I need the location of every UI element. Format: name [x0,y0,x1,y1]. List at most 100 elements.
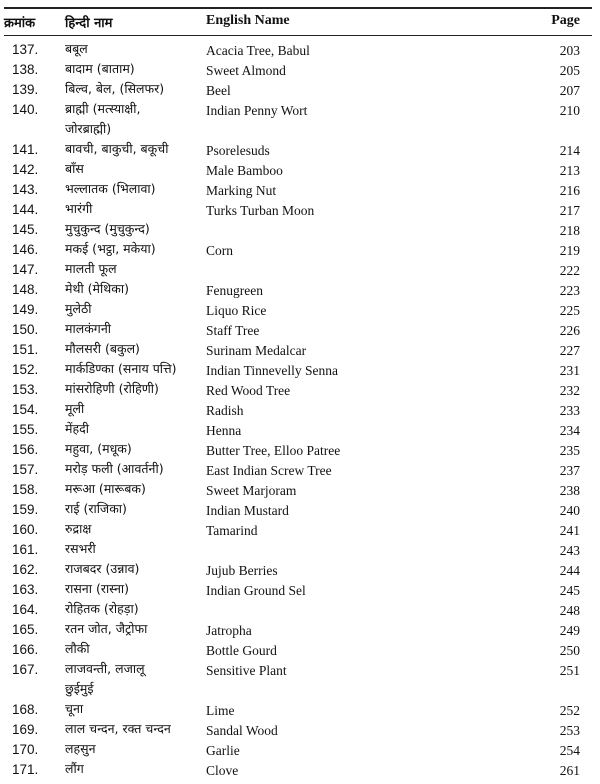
table-row: 161. रसभरी 243 [0,539,600,559]
table-row: 166. लौकी Bottle Gourd 250 [0,639,600,659]
page-number: 238 [559,483,580,498]
page-number: 244 [559,563,580,578]
hindi-name-line: ब्राह्मी (मत्स्याक्षी, [65,101,141,116]
hindi-name: मौलसरी (बकुल) [65,339,140,359]
hindi-name-line: बिल्व, बेल, (सिलफर) [65,81,165,96]
serial-number: 140. [12,102,39,117]
hindi-name-line: रासना (रास्ना) [65,581,130,596]
hindi-name: चूना [65,699,83,719]
english-name: Surinam Medalcar [206,343,307,358]
header-english-name: English Name [206,13,290,28]
hindi-name-line: लहसुन [65,741,96,756]
page-number: 237 [559,463,580,478]
contents-table: 137. बबूल Acacia Tree, Babul 203 138. बादाम (… [0,39,600,779]
english-name: Marking Nut [206,183,277,198]
hindi-name: रतन जोत, जैट्रोफा [65,619,147,639]
page-number: 243 [559,543,580,558]
table-row: 157. मरोड़ फली (आवर्तनी) East Indian Screw… [0,459,600,479]
table-row: 146. मकई (भट्ठा, मकेया) Corn 219 [0,239,600,259]
hindi-name: मालती फूल [65,259,117,279]
serial-number: 158. [12,482,39,497]
english-name: Turks Turban Moon [206,203,315,218]
serial-number: 137. [12,42,39,57]
page-number: 250 [559,643,580,658]
hindi-name-line: राई (राजिका) [65,501,127,516]
hindi-name-line: भल्लातक (भिलावा) [65,181,156,196]
english-name: Psorelesuds [206,143,270,158]
hindi-name: ब्राह्मी (मत्स्याक्षी, जोरब्राह्मी) [65,99,140,139]
english-name: Corn [206,243,233,258]
page-number: 223 [559,283,580,298]
hindi-name: मांसरोहिणी (रोहिणी) [65,379,159,399]
english-name: Sweet Marjoram [206,483,297,498]
page-number: 232 [559,383,580,398]
hindi-name-line: मार्कडिण्का (सनाय पत्ति) [65,361,177,376]
page-number: 227 [559,343,580,358]
table-row: 148. मेथी (मेथिका) Fenugreen 223 [0,279,600,299]
top-rule [4,7,592,9]
table-row: 155. मेंहदी Henna 234 [0,419,600,439]
page-number: 251 [559,663,580,678]
table-row: 142. बाँस Male Bamboo 213 [0,159,600,179]
page-number: 213 [559,163,580,178]
serial-number: 170. [12,742,39,757]
serial-number: 143. [12,182,39,197]
hindi-name: मुचुकुन्द (मुचुकुन्द) [65,219,150,239]
header-page: Page [551,13,580,28]
table-row: 153. मांसरोहिणी (रोहिणी) Red Wood Tree 232 [0,379,600,399]
hindi-name: रसभरी [65,539,96,559]
serial-number: 145. [12,222,39,237]
page-number: 235 [559,443,580,458]
hindi-name: लाजवन्ती, लजालू छुईमुई [65,659,145,699]
serial-number: 148. [12,282,39,297]
serial-number: 147. [12,262,39,277]
english-name: Indian Ground Sel [206,583,306,598]
hindi-name: लहसुन [65,739,96,759]
serial-number: 160. [12,522,39,537]
table-row: 152. मार्कडिण्का (सनाय पत्ति) Indian Tinne… [0,359,600,379]
page-number: 240 [559,503,580,518]
english-name: Jatropha [206,623,252,638]
hindi-name: बाँस [65,159,84,179]
hindi-name-line: बबूल [65,41,88,56]
serial-number: 149. [12,302,39,317]
table-row: 164. रोहितक (रोहड़ा) 248 [0,599,600,619]
hindi-name: राई (राजिका) [65,499,127,519]
page-number: 248 [559,603,580,618]
serial-number: 166. [12,642,39,657]
table-row: 171. लौंग Clove 261 [0,759,600,779]
english-name: Bottle Gourd [206,643,277,658]
hindi-name: रोहितक (रोहड़ा) [65,599,139,619]
serial-number: 139. [12,82,39,97]
english-name: Sandal Wood [206,723,278,738]
page-number: 241 [559,523,580,538]
hindi-name-line: चूना [65,701,84,716]
serial-number: 163. [12,582,39,597]
english-name: Garlie [206,743,240,758]
table-row: 158. मरूआ (मारूबक) Sweet Marjoram 238 [0,479,600,499]
page-number: 225 [559,303,580,318]
table-row: 156. महुवा, (मधूक) Butter Tree, Elloo Patr… [0,439,600,459]
english-name: Indian Mustard [206,503,289,518]
english-name: Lime [206,703,235,718]
table-row: 162. राजबदर (उन्नाव) Jujub Berries 244 [0,559,600,579]
table-header: क्रमांक हिन्दी नाम English Name Page [0,10,600,34]
hindi-name-continuation: छुईमुई [65,681,94,696]
table-row: 165. रतन जोत, जैट्रोफा Jatropha 249 [0,619,600,639]
hindi-name-continuation: जोरब्राह्मी) [65,121,112,136]
hindi-name-line: बावची, बाकुची, बकूची [65,141,169,156]
page-number: 214 [559,143,580,158]
table-row: 150. मालकंगनी Staff Tree 226 [0,319,600,339]
hindi-name-line: मांसरोहिणी (रोहिणी) [65,381,159,396]
serial-number: 168. [12,702,39,717]
serial-number: 141. [12,142,39,157]
english-name: Beel [206,83,231,98]
hindi-name-line: लाल चन्दन, रक्त चन्दन [65,721,171,736]
english-name: East Indian Screw Tree [206,463,332,478]
hindi-name: मेथी (मेथिका) [65,279,129,299]
serial-number: 153. [12,382,39,397]
hindi-name-line: रोहितक (रोहड़ा) [65,601,139,616]
hindi-name: रुद्राक्ष [65,519,91,539]
hindi-name-line: भारंगी [65,201,93,216]
page-number: 205 [559,63,580,78]
